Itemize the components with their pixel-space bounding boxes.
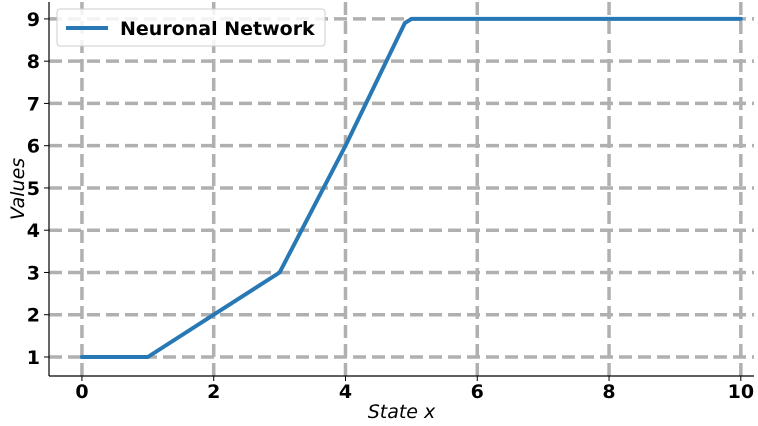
x-tick-label: 10	[728, 381, 754, 403]
legend-box	[56, 8, 326, 47]
axes	[44, 2, 754, 381]
y-tick-label: 9	[27, 9, 40, 31]
series-lines	[79, 16, 743, 359]
series-line	[79, 16, 743, 359]
x-tick-label: 4	[339, 381, 352, 403]
x-tick-label: 2	[207, 381, 220, 403]
x-axis-label: State x	[368, 401, 436, 423]
y-tick-label: 5	[27, 178, 40, 200]
y-tick-label: 1	[27, 347, 40, 369]
x-tick-label: 0	[75, 381, 88, 403]
y-tick-label: 4	[27, 220, 40, 242]
x-tick-label: 6	[471, 381, 484, 403]
grid-lines	[49, 2, 754, 376]
y-tick-label: 7	[27, 93, 40, 115]
y-tick-label: 2	[27, 305, 40, 327]
legend-label: Neuronal Network	[120, 18, 315, 40]
y-tick-label: 3	[27, 262, 40, 284]
y-axis-label: Values	[7, 158, 29, 220]
y-tick-label: 8	[27, 51, 40, 73]
x-tick-label: 8	[602, 381, 615, 403]
legend: Neuronal Network	[56, 8, 326, 47]
y-tick-label: 6	[27, 136, 40, 158]
